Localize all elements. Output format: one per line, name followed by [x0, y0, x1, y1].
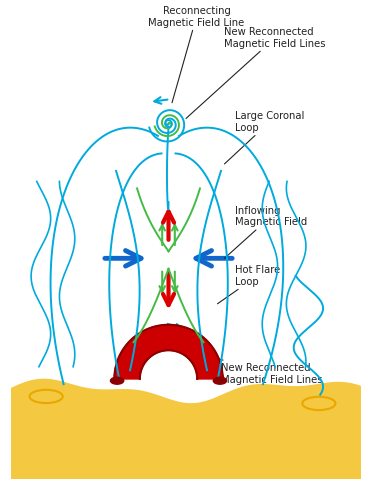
- Ellipse shape: [29, 390, 63, 403]
- Text: New Reconnected
Magnetic Field Lines: New Reconnected Magnetic Field Lines: [196, 353, 323, 384]
- Text: Large Coronal
Loop: Large Coronal Loop: [224, 111, 304, 164]
- Text: New Reconnected
Magnetic Field Lines: New Reconnected Magnetic Field Lines: [186, 27, 326, 119]
- Text: Reconnecting
Magnetic Field Line: Reconnecting Magnetic Field Line: [148, 6, 245, 103]
- Polygon shape: [11, 379, 361, 479]
- Polygon shape: [114, 325, 223, 379]
- Ellipse shape: [110, 377, 124, 384]
- Ellipse shape: [213, 377, 227, 384]
- Text: Hot Flare
Loop: Hot Flare Loop: [218, 265, 280, 304]
- Ellipse shape: [302, 397, 336, 410]
- Text: Inflowing
Magnetic Field: Inflowing Magnetic Field: [224, 205, 307, 258]
